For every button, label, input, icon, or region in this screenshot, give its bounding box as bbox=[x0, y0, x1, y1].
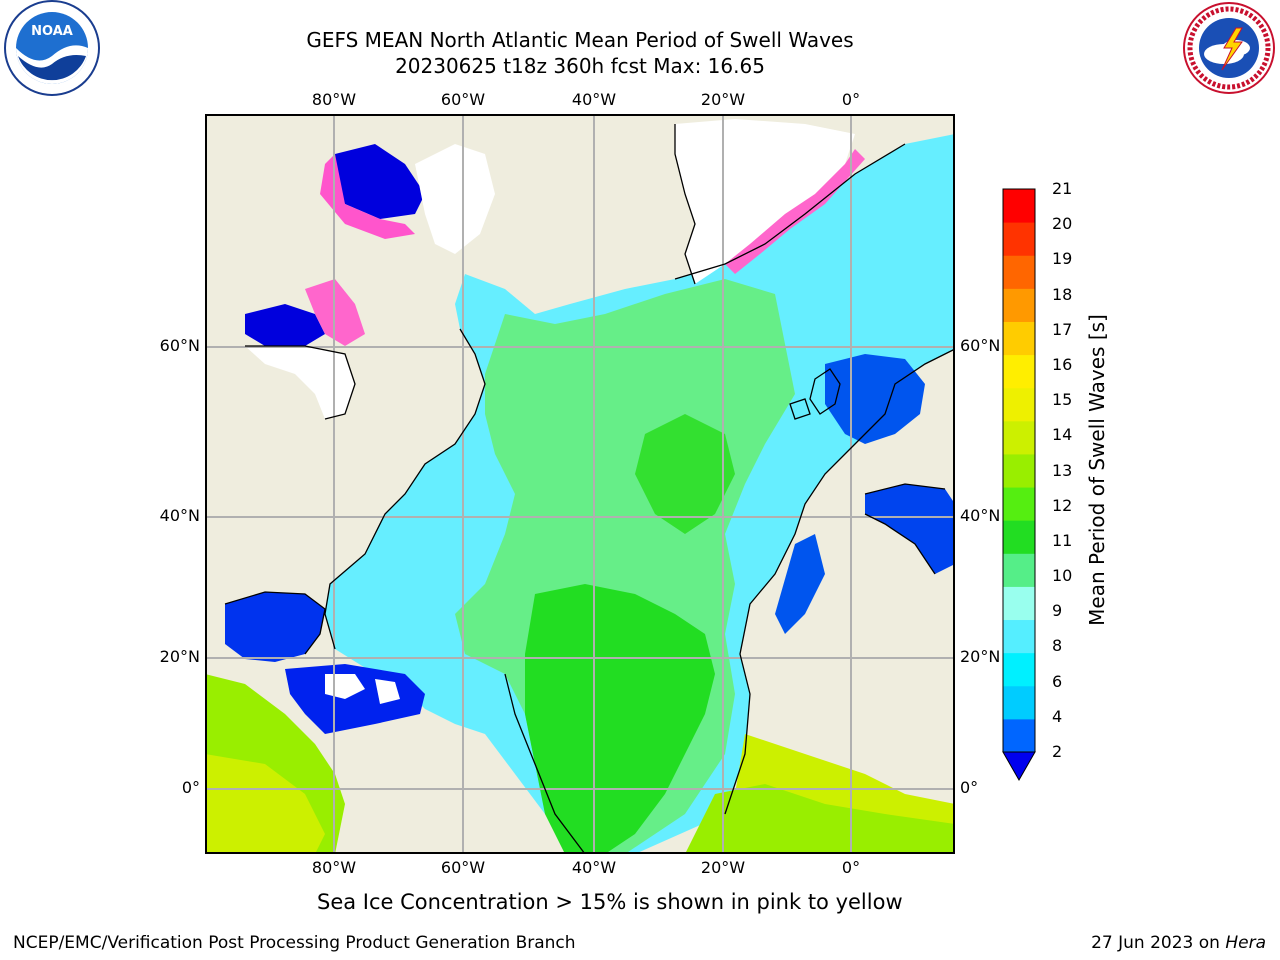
footer-producer: NCEP/EMC/Verification Post Processing Pr… bbox=[13, 933, 576, 953]
hudson-bay bbox=[330, 144, 425, 219]
lat-tick-right: 20°N bbox=[960, 647, 1001, 666]
colorbar-tick: 18 bbox=[1052, 284, 1073, 304]
colorbar-tick: 15 bbox=[1052, 390, 1073, 410]
footer-date-text: 27 Jun 2023 on bbox=[1091, 933, 1226, 953]
noaa-logo: NOAA bbox=[4, 0, 100, 96]
colorbar-segment bbox=[1003, 387, 1035, 422]
lat-tick-right: 60°N bbox=[960, 336, 1001, 355]
colorbar-segment bbox=[1003, 652, 1035, 687]
noaa-logo-text: NOAA bbox=[31, 24, 73, 39]
footer-date: 27 Jun 2023 on Hera bbox=[1091, 933, 1266, 953]
colorbar-segment bbox=[1003, 685, 1035, 720]
lon-tick-bottom: 60°W bbox=[440, 858, 486, 877]
lon-tick-bottom: 80°W bbox=[311, 858, 357, 877]
gulf-of-mexico bbox=[225, 592, 325, 662]
colorbar-segment bbox=[1003, 288, 1035, 322]
colorbar-tick: 17 bbox=[1052, 319, 1073, 339]
colorbar-tick: 19 bbox=[1052, 249, 1073, 269]
hudson-ice bbox=[245, 346, 355, 419]
map-subtitle: 20230625 t18z 360h fcst Max: 16.65 bbox=[395, 54, 765, 78]
colorbar-segment bbox=[1003, 586, 1035, 621]
colorbar-tick: 4 bbox=[1052, 706, 1063, 726]
colorbar-tick: 13 bbox=[1052, 460, 1073, 480]
colorbar-segment bbox=[1003, 453, 1035, 488]
hudson-bay-2 bbox=[245, 304, 325, 346]
lat-tick-left: 0° bbox=[181, 778, 200, 797]
lon-tick-bottom: 20°W bbox=[700, 858, 746, 877]
colorbar-segment bbox=[1003, 420, 1035, 455]
colorbar-frame bbox=[1002, 188, 1036, 753]
colorbar-segment bbox=[1003, 520, 1035, 554]
baffin-ice bbox=[415, 144, 495, 254]
colorbar-tick: 10 bbox=[1052, 566, 1073, 586]
colorbar-segment bbox=[1003, 487, 1035, 521]
lat-tick-left: 20°N bbox=[159, 647, 200, 666]
lon-tick-top: 0° bbox=[841, 90, 861, 109]
colorbar-tick: 20 bbox=[1052, 214, 1073, 234]
colorbar-segment bbox=[1003, 189, 1035, 223]
lon-tick-top: 80°W bbox=[311, 90, 357, 109]
lon-tick-top: 40°W bbox=[571, 90, 617, 109]
lon-tick-bottom: 40°W bbox=[571, 858, 617, 877]
colorbar-tick: 16 bbox=[1052, 354, 1073, 374]
coastlines bbox=[224, 124, 955, 854]
colorbar bbox=[1002, 188, 1036, 782]
map-panel bbox=[205, 114, 955, 854]
colorbar-tick: 12 bbox=[1052, 495, 1073, 515]
lat-tick-right: 0° bbox=[960, 778, 979, 797]
lon-tick-bottom: 0° bbox=[841, 858, 861, 877]
colorbar-tick: 6 bbox=[1052, 671, 1063, 691]
colorbar-tick: 9 bbox=[1052, 601, 1063, 621]
colorbar-tick: 11 bbox=[1052, 530, 1073, 550]
colorbar-under-triangle bbox=[1002, 751, 1036, 782]
footer-host: Hera bbox=[1225, 933, 1266, 953]
lat-tick-left: 60°N bbox=[159, 336, 200, 355]
lat-tick-right: 40°N bbox=[960, 506, 1001, 525]
colorbar-segment bbox=[1003, 222, 1035, 256]
lat-tick-left: 40°N bbox=[159, 506, 200, 525]
colorbar-segment bbox=[1003, 354, 1035, 389]
colorbar-segment bbox=[1003, 321, 1035, 356]
ocean-swell-11s bbox=[525, 584, 715, 854]
greenland bbox=[675, 119, 855, 284]
colorbar-tick: 14 bbox=[1052, 425, 1073, 445]
graticule bbox=[205, 114, 955, 854]
colorbar-tick: 21 bbox=[1052, 179, 1073, 198]
colorbar-label: Mean Period of Swell Waves [s] bbox=[1085, 314, 1109, 626]
map-frame bbox=[205, 114, 955, 854]
lon-tick-top: 20°W bbox=[700, 90, 746, 109]
colorbar-tick: 2 bbox=[1052, 742, 1063, 761]
colorbar-segment bbox=[1003, 718, 1035, 753]
colorbar-tick: 8 bbox=[1052, 636, 1063, 656]
nws-logo bbox=[1183, 2, 1275, 94]
map-title: GEFS MEAN North Atlantic Mean Period of … bbox=[306, 28, 854, 52]
colorbar-segment bbox=[1003, 619, 1035, 654]
lon-tick-top: 60°W bbox=[440, 90, 486, 109]
mediterranean bbox=[865, 484, 955, 574]
sea-ice-note: Sea Ice Concentration > 15% is shown in … bbox=[317, 890, 903, 914]
colorbar-segment bbox=[1003, 255, 1035, 289]
colorbar-segment bbox=[1003, 553, 1035, 587]
